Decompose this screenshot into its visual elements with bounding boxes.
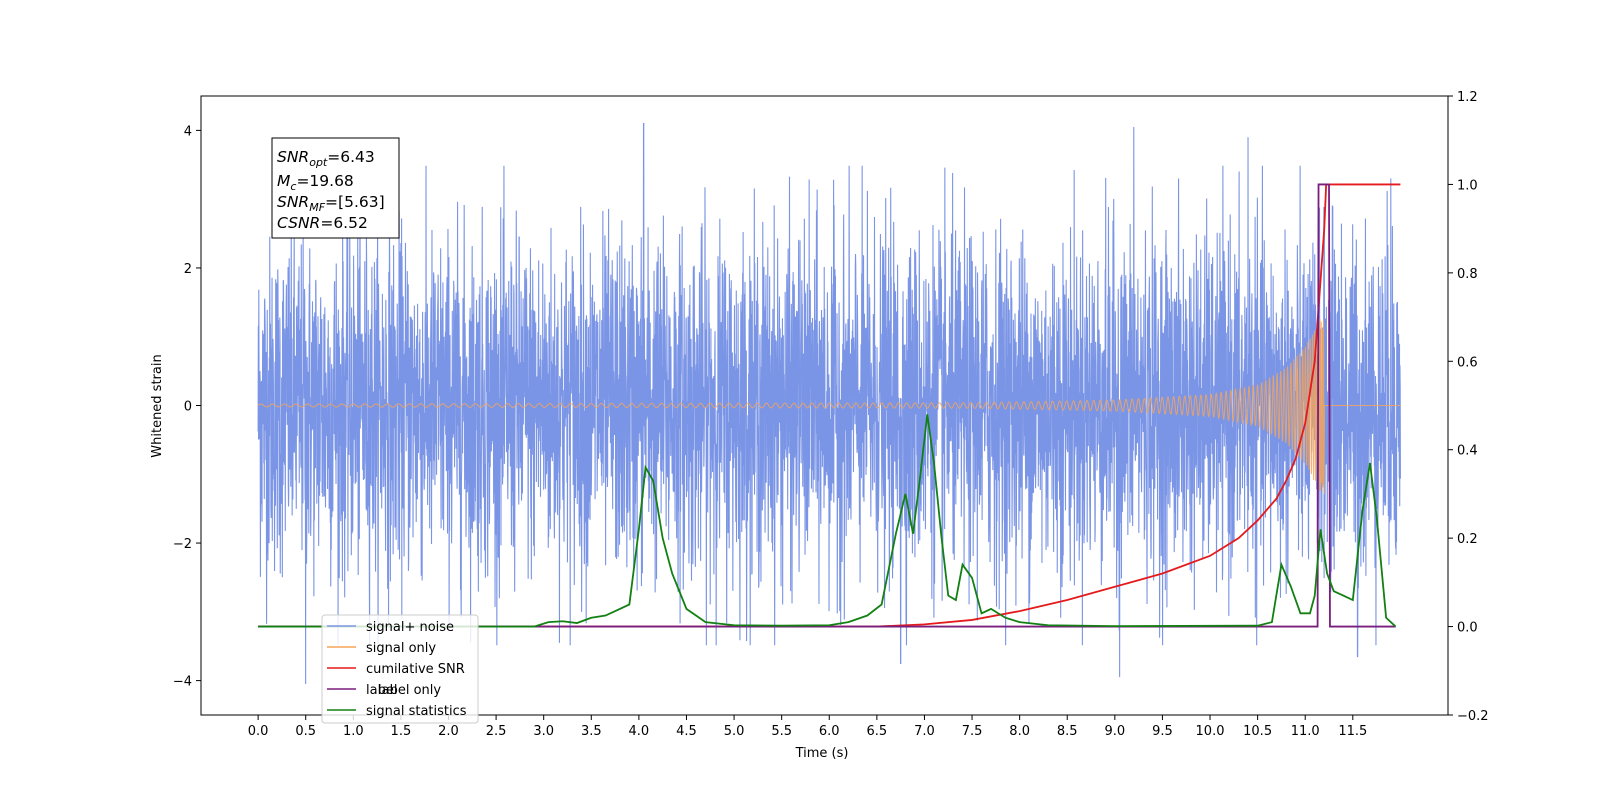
x-tick-label: 3.5 [581, 724, 602, 739]
x-tick-label: 10.5 [1243, 724, 1272, 739]
y2-tick-label: 0.8 [1457, 267, 1478, 282]
x-tick-label: 5.0 [724, 724, 745, 739]
y2-tick-label: 0.2 [1457, 532, 1478, 547]
x-tick-label: 0.0 [248, 724, 269, 739]
x-tick-label: 0.5 [295, 724, 316, 739]
x-tick-label: 11.5 [1338, 724, 1367, 739]
legend-label-label: label [366, 683, 397, 698]
legend-label-cumilative-snr: cumilative SNR [366, 662, 465, 677]
y-axis-right: −0.2 0.0 0.2 0.4 0.6 0.8 1.0 1.2 [1448, 90, 1489, 724]
legend-label-signal-noise: signal+ noise [366, 620, 454, 635]
y2-tick-label: 0.0 [1457, 621, 1478, 636]
x-tick-label: 6.5 [867, 724, 888, 739]
x-axis-label: Time (s) [795, 746, 849, 761]
x-tick-label: 1.5 [391, 724, 412, 739]
y2-tick-label: 0.6 [1457, 355, 1478, 370]
metric-snr-mf: SNRMF=[5.63] [277, 193, 385, 214]
series-signal-only [257, 319, 1401, 494]
x-tick-label: 1.0 [343, 724, 364, 739]
legend-frame [321, 614, 479, 724]
x-tick-label: 2.5 [486, 724, 507, 739]
x-tick-label: 7.5 [962, 724, 983, 739]
x-tick-label: 9.0 [1104, 724, 1125, 739]
y2-tick-label: 0.4 [1457, 444, 1478, 459]
y-tick-label: 4 [184, 124, 192, 139]
y-tick-label: −4 [173, 675, 192, 690]
y-axis-left: −4 −2 0 2 4 [173, 124, 201, 690]
metric-csnr: CSNR=6.52 [277, 214, 368, 232]
y2-tick-label: 1.2 [1457, 90, 1478, 105]
metrics-annotation-box: SNRopt=6.43 Mc=19.68 SNRMF=[5.63] CSNR=6… [271, 137, 400, 239]
x-tick-label: 2.0 [438, 724, 459, 739]
x-tick-label: 6.0 [819, 724, 840, 739]
legend-label-signal-only: signal only [366, 641, 436, 656]
y2-tick-label: 1.0 [1457, 178, 1478, 193]
y2-tick-label: −0.2 [1457, 709, 1489, 724]
legend-label-signal-statistics: signal statistics [366, 704, 467, 719]
x-tick-label: 4.5 [676, 724, 697, 739]
x-tick-label: 4.0 [629, 724, 650, 739]
legend: label only signal+ noise signal only cum… [321, 614, 479, 724]
x-tick-label: 9.5 [1152, 724, 1173, 739]
x-tick-label: 7.0 [914, 724, 935, 739]
y-tick-label: 2 [184, 262, 192, 277]
x-tick-label: 3.0 [533, 724, 554, 739]
metric-snr-opt: SNRopt=6.43 [277, 148, 375, 169]
x-axis: 0.0 0.5 1.0 1.5 2.0 2.5 3.0 3.5 4.0 4.5 5.0 5.5 6.0 6… [248, 715, 1367, 739]
y-axis-label: Whitened strain [150, 354, 165, 457]
plot-area [257, 122, 1401, 685]
metrics-box-frame [271, 137, 400, 239]
series-signal-statistics [258, 414, 1397, 628]
y-tick-label: 0 [184, 400, 192, 415]
x-tick-label: 8.5 [1057, 724, 1078, 739]
series-signal-noise [257, 122, 1401, 685]
metric-mc: Mc=19.68 [277, 172, 354, 193]
x-tick-label: 10.0 [1196, 724, 1225, 739]
x-tick-label: 11.0 [1291, 724, 1320, 739]
legend-occluded-text: label only [378, 683, 441, 698]
x-tick-label: 5.5 [771, 724, 792, 739]
x-tick-label: 8.0 [1009, 724, 1030, 739]
series-cumilative-snr [258, 183, 1401, 628]
y-tick-label: −2 [173, 537, 192, 552]
